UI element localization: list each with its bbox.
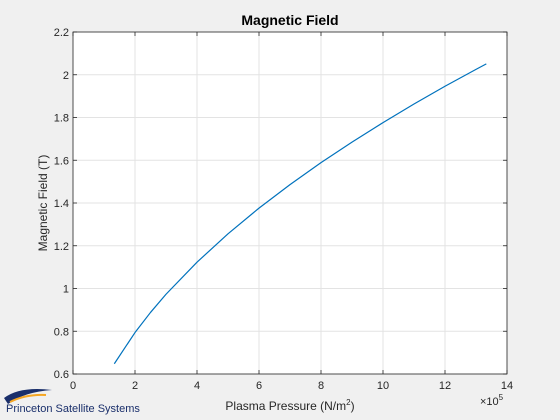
x-tick-label: 6	[256, 380, 262, 392]
x-tick-label: 2	[132, 380, 138, 392]
x-axis-label-main: Plasma Pressure (N/m	[225, 399, 346, 413]
x-axis-label-suffix: )	[351, 399, 355, 413]
y-tick-label: 1	[63, 284, 69, 296]
series-group	[113, 63, 487, 365]
x-tick-label: 8	[318, 380, 324, 392]
y-tick-label: 2.2	[54, 27, 69, 39]
x-tick-label: 12	[439, 380, 451, 392]
y-tick-label: 1.8	[54, 113, 69, 125]
logo-text: Princeton Satellite Systems	[6, 403, 140, 415]
y-tick-label: 1.6	[54, 155, 69, 167]
x-axis-label-superscript: 2	[346, 398, 351, 407]
y-tick-label: 1.4	[54, 198, 69, 210]
logo-swoosh-icon	[4, 389, 52, 404]
y-tick-label: 0.8	[54, 326, 69, 338]
x-tick-label: 10	[377, 380, 389, 392]
psss-logo: Princeton Satellite Systems	[4, 389, 140, 415]
series-line-0	[113, 63, 487, 365]
y-tick-label: 2	[63, 70, 69, 82]
x-exponent-base: ×10	[480, 396, 499, 408]
x-tick-label: 14	[501, 380, 513, 392]
x-axis-label: Plasma Pressure (N/m2)	[225, 398, 354, 413]
x-tick-label: 4	[194, 380, 200, 392]
x-exponent-label: ×105	[480, 393, 504, 408]
y-axis-label: Magnetic Field (T)	[36, 155, 50, 252]
logo-swoosh-accent-icon	[9, 393, 47, 403]
y-tick-label: 1.2	[54, 241, 69, 253]
x-exponent-power: 5	[499, 393, 504, 402]
x-tick-label: 0	[70, 380, 76, 392]
ticks: 0 2 4 6 8 10 12 14 0.6 0.8 1 1.2 1.4 1.6 1.8 2 2.2	[54, 27, 513, 392]
chart-title: Magnetic Field	[241, 12, 338, 28]
y-tick-label: 0.6	[54, 369, 69, 381]
